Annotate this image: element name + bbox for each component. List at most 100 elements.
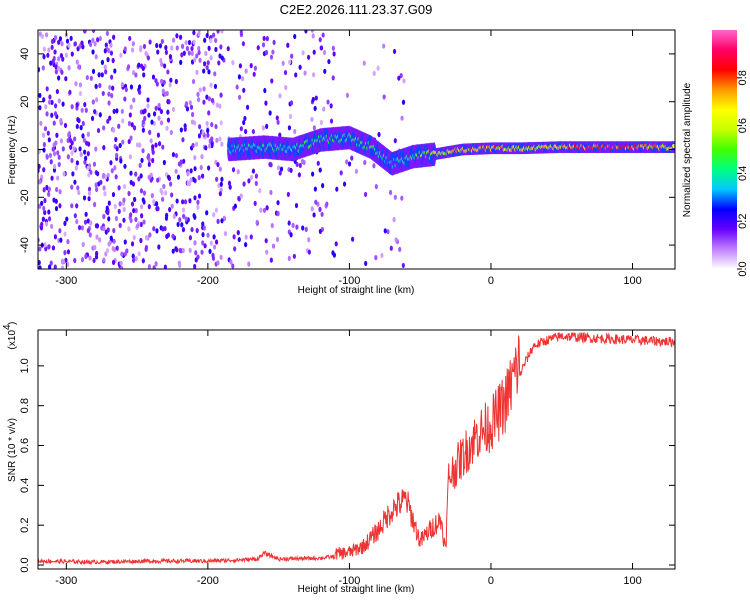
spectrogram-noise-point — [281, 60, 285, 66]
spectrogram-noise-point — [63, 231, 67, 237]
spectrogram-noise-point — [86, 218, 90, 224]
spectrogram-noise-point — [332, 252, 337, 258]
spectrogram-noise-point — [242, 87, 246, 93]
spectrogram-noise-point — [123, 251, 128, 257]
spectrogram-noise-point — [63, 220, 67, 226]
spectrogram-noise-point — [95, 223, 100, 229]
spectrogram-noise-point — [57, 161, 61, 168]
spectrogram-noise-point — [198, 124, 202, 130]
spectrogram-noise-point — [115, 152, 119, 159]
x-tick-label: -300 — [55, 575, 77, 587]
spectrogram-noise-point — [63, 122, 68, 129]
spectrogram-noise-point — [177, 161, 182, 167]
spectrogram-noise-point — [130, 201, 135, 207]
spectrogram-noise-point — [188, 247, 192, 253]
spectrogram-noise-point — [190, 119, 195, 125]
spectrogram-noise-point — [354, 168, 359, 174]
spectrogram-noise-point — [350, 236, 355, 242]
spectrogram-noise-point — [38, 67, 41, 73]
spectrogram-noise-point — [307, 237, 311, 243]
spectrogram-noise-point — [144, 50, 148, 56]
spectrogram-noise-point — [77, 117, 81, 124]
spectrogram-noise-point — [152, 226, 156, 232]
spectrogram-noise-point — [45, 154, 49, 160]
spectrogram-noise-point — [191, 78, 196, 85]
spectrogram-noise-point — [129, 84, 134, 90]
spectrogram-noise-point — [96, 127, 101, 134]
spectrogram-noise-point — [69, 35, 73, 41]
spectrogram-noise-point — [166, 174, 171, 180]
spectrogram-noise-point — [160, 190, 164, 196]
spectrogram-noise-point — [102, 213, 106, 220]
spectrogram-noise-point — [158, 141, 162, 147]
spectrogram-noise-point — [51, 146, 55, 152]
spectrogram-noise-point — [237, 236, 241, 243]
spectrogram-noise-point — [102, 125, 106, 131]
spectrogram-noise-point — [87, 196, 91, 202]
spectrogram-noise-point — [339, 170, 343, 176]
spectrogram-noise-point — [83, 30, 87, 34]
spectrogram-noise-point — [247, 261, 251, 267]
spectrogram-noise-point — [218, 136, 222, 142]
spectrogram-noise-point — [301, 50, 305, 56]
spectrogram-noise-point — [54, 140, 58, 146]
spectrogram-noise-point — [144, 246, 148, 252]
spectrogram-noise-point — [43, 126, 48, 132]
spectrogram-noise-point — [202, 68, 206, 74]
spectrogram-noise-point — [94, 146, 98, 152]
spectrogram-noise-point — [98, 35, 102, 42]
spectrogram-noise-point — [195, 227, 199, 234]
spectrogram-noise-point — [243, 115, 247, 122]
spectrogram-noise-point — [202, 225, 206, 231]
spectrogram-noise-point — [201, 173, 205, 179]
spectrogram-noise-point — [127, 190, 131, 197]
spectrogram-noise-point — [89, 75, 93, 81]
spectrogram-noise-point — [151, 74, 156, 80]
spectrogram-noise-point — [112, 238, 116, 244]
spectrogram-noise-point — [158, 43, 163, 49]
spectrogram-noise-point — [57, 98, 61, 104]
spectrogram-noise-point — [207, 96, 212, 102]
spectrogram-noise-point — [193, 154, 197, 161]
spectrogram-noise-point — [270, 78, 274, 84]
spectrogram-noise-point — [111, 259, 116, 265]
spectrogram-noise-point — [364, 260, 368, 267]
spectrogram-noise-point — [207, 45, 211, 51]
spectrogram-noise-point — [45, 111, 49, 117]
spectrogram-noise-point — [148, 39, 152, 45]
spectrogram-noise-point — [107, 91, 111, 97]
spectrogram-noise-point — [321, 32, 325, 38]
spectrogram-noise-point — [342, 181, 347, 187]
spectrogram-noise-point — [70, 150, 74, 156]
spectrogram-noise-point — [57, 75, 61, 81]
spectrogram-noise-point — [146, 103, 150, 109]
spectrogram-noise-point — [203, 37, 207, 43]
spectrogram-noise-point — [131, 69, 136, 76]
spectrogram-noise-point — [227, 180, 232, 186]
spectrogram-noise-point — [241, 41, 245, 47]
spectrogram-noise-point — [38, 265, 42, 269]
spectrogram-noise-point — [70, 184, 74, 190]
spectrogram-noise-point — [84, 107, 88, 113]
spectrogram-noise-point — [133, 196, 137, 203]
spectrogram-noise-point — [169, 77, 173, 83]
spectrogram-noise-point — [147, 112, 151, 118]
spectrogram-noise-point — [151, 149, 155, 155]
spectrogram-noise-point — [181, 227, 186, 233]
spectrogram-noise-point — [311, 171, 315, 177]
spectrogram-noise-point — [131, 257, 136, 263]
spectrogram-noise-point — [170, 45, 174, 51]
spectrogram-noise-point — [201, 129, 205, 135]
spectrogram-noise-point — [402, 78, 406, 84]
spectrogram-noise-point — [156, 206, 160, 212]
spectrogram-noise-point — [269, 54, 274, 60]
spectrogram-noise-point — [212, 32, 216, 38]
spectrogram-noise-point — [163, 264, 167, 269]
spectrogram-noise-point — [169, 129, 173, 136]
spectrogram-noise-point — [60, 258, 64, 264]
spectrogram-noise-point — [105, 30, 109, 36]
spectrogram-noise-point — [253, 65, 258, 71]
spectrogram-noise-point — [288, 59, 292, 65]
spectrogram-noise-point — [189, 177, 193, 183]
spectrogram-noise-point — [188, 235, 193, 241]
